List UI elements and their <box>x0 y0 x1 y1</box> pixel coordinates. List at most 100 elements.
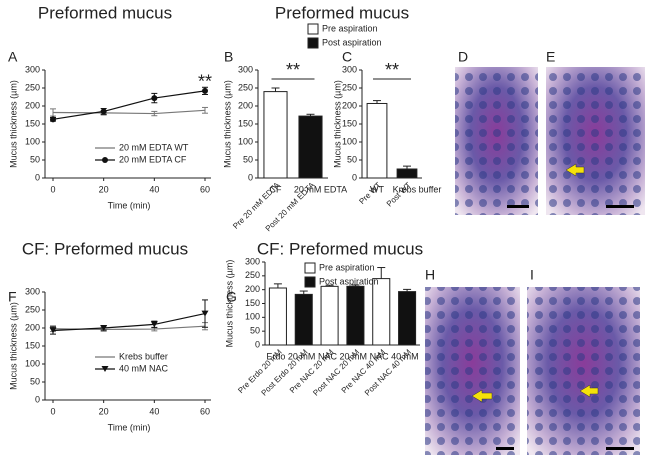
x-tick-label: 0 <box>50 184 55 194</box>
point <box>49 327 57 334</box>
panel-label: F <box>8 289 17 305</box>
panel-label: G <box>226 289 237 305</box>
x-tick-label: 40 <box>149 406 159 416</box>
x-tick-label: 0 <box>50 406 55 416</box>
chart-title: CF: Preformed mucus <box>257 239 423 258</box>
legend-label: Krebs buffer <box>119 351 168 361</box>
x-tick-label: 20 <box>99 184 109 194</box>
image-h <box>425 287 520 455</box>
x-axis-label: Time (min) <box>108 200 151 210</box>
chart-title: Preformed mucus <box>275 3 409 22</box>
y-tick-label: 200 <box>342 100 357 110</box>
y-tick-label: 250 <box>342 82 357 92</box>
annotation: ** <box>198 71 212 91</box>
bar <box>398 291 417 346</box>
image-d <box>455 67 538 215</box>
image-e <box>546 67 645 215</box>
legend-label: Post aspiration <box>319 276 379 286</box>
group-label: Krebs buffer <box>393 184 442 194</box>
y-tick-label: 0 <box>35 172 40 182</box>
y-tick-label: 100 <box>342 136 357 146</box>
y-tick-label: 300 <box>342 64 357 74</box>
bar <box>294 293 313 346</box>
annotation: ** <box>286 60 300 80</box>
annotation: ** <box>385 60 399 80</box>
y-axis-label: Mucus thickness (µm) <box>8 302 18 390</box>
legend-marker <box>101 366 109 372</box>
group-label: CF <box>270 184 282 194</box>
legend-label: 20 mM EDTA CF <box>119 154 187 164</box>
chart-title: Preformed mucus <box>38 3 172 22</box>
legend-marker <box>102 157 108 163</box>
y-tick-label: 300 <box>25 286 40 296</box>
point <box>50 116 56 123</box>
group-label: NAC 20 mM <box>318 351 367 361</box>
point <box>100 108 107 115</box>
y-tick-label: 250 <box>238 82 253 92</box>
y-tick-label: 0 <box>248 172 253 182</box>
y-tick-label: 0 <box>35 394 40 404</box>
legend-swatch <box>304 276 316 288</box>
y-tick-label: 200 <box>238 100 253 110</box>
y-tick-label: 200 <box>25 322 40 332</box>
error-bar <box>50 108 56 117</box>
legend-label: Post aspiration <box>322 37 382 47</box>
bar <box>320 285 339 346</box>
series-line <box>52 90 206 120</box>
x-tick-label: 40 <box>149 184 159 194</box>
panel-label: H <box>425 267 435 283</box>
legend-swatch <box>307 23 319 35</box>
legend-swatch <box>307 37 319 49</box>
bar <box>396 168 418 179</box>
y-tick-label: 300 <box>245 256 260 266</box>
y-axis-label: Mucus thickness (µm) <box>8 80 18 168</box>
y-tick-label: 50 <box>30 154 40 164</box>
error-bar <box>151 110 158 117</box>
point <box>202 87 208 94</box>
point <box>201 310 209 317</box>
y-tick-label: 200 <box>245 284 260 294</box>
bar <box>298 115 323 179</box>
error-bar <box>202 106 208 114</box>
y-tick-label: 250 <box>245 270 260 280</box>
y-tick-label: 150 <box>25 340 40 350</box>
point <box>151 95 158 102</box>
bar <box>268 287 287 346</box>
image-i <box>527 287 640 455</box>
x-axis-label: Time (min) <box>108 422 151 432</box>
y-axis-label: Mucus thickness (µm) <box>224 260 234 348</box>
panel-label: E <box>546 49 555 65</box>
legend-label: 20 mM EDTA WT <box>119 142 189 152</box>
y-tick-label: 300 <box>238 64 253 74</box>
y-tick-label: 150 <box>238 118 253 128</box>
y-tick-label: 250 <box>25 82 40 92</box>
chart-title: CF: Preformed mucus <box>22 239 188 258</box>
panel-label: D <box>458 49 468 65</box>
legend-label: Pre aspiration <box>319 262 375 272</box>
point <box>100 325 108 331</box>
legend-label: 40 mM NAC <box>119 363 169 373</box>
series-line <box>52 313 206 332</box>
group-label: 20 mM EDTA <box>294 184 347 194</box>
panel-label: I <box>530 267 534 283</box>
point <box>150 321 158 328</box>
y-tick-label: 50 <box>347 154 357 164</box>
panel-label: B <box>224 49 233 65</box>
y-tick-label: 0 <box>255 339 260 349</box>
y-tick-label: 250 <box>25 304 40 314</box>
y-axis-label: Mucus thickness (µm) <box>332 80 342 168</box>
x-tick-label: 60 <box>200 184 210 194</box>
legend-label: Pre aspiration <box>322 23 378 33</box>
x-tick-label: 60 <box>200 406 210 416</box>
y-tick-label: 100 <box>25 136 40 146</box>
bar <box>372 278 391 346</box>
series-line <box>52 109 206 115</box>
bar <box>263 91 288 179</box>
x-tick-label: 20 <box>99 406 109 416</box>
group-label: NAC 40 mM <box>370 351 419 361</box>
y-tick-label: 100 <box>238 136 253 146</box>
y-tick-label: 150 <box>245 298 260 308</box>
bar <box>366 102 388 179</box>
bar <box>346 285 365 346</box>
y-tick-label: 150 <box>342 118 357 128</box>
